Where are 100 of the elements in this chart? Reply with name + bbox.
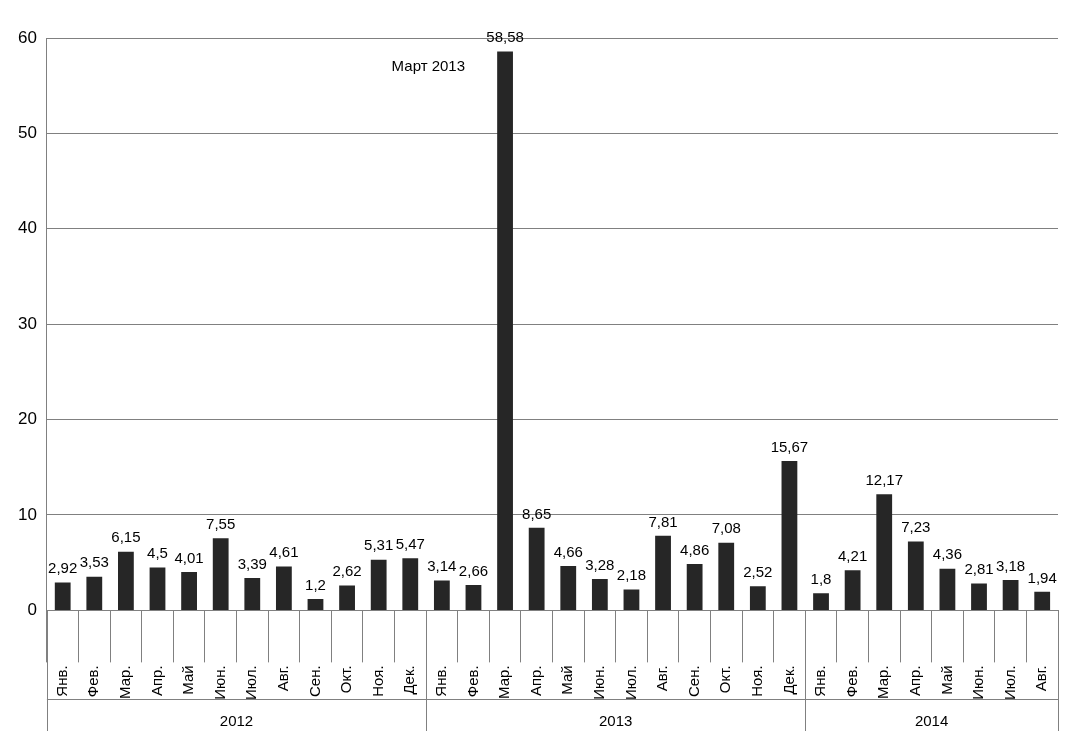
bar	[907, 541, 924, 610]
bar	[718, 542, 735, 610]
x-tick-label: Апр.	[147, 665, 165, 697]
bar	[54, 582, 71, 610]
bar	[307, 598, 324, 610]
bar	[433, 580, 450, 610]
bar	[749, 586, 766, 610]
data-label: 3,39	[237, 554, 267, 572]
x-tick-label: Фев.	[463, 665, 481, 698]
data-label: 7,55	[206, 514, 236, 532]
x-tick-label: Авг.	[274, 665, 292, 692]
data-label: 5,31	[364, 536, 394, 554]
bar	[591, 579, 608, 610]
bar	[370, 559, 387, 610]
x-tick-label: Май	[937, 665, 955, 695]
data-label: 4,01	[174, 548, 204, 566]
bar	[971, 583, 987, 610]
bar	[402, 558, 419, 610]
bar	[560, 565, 577, 610]
bar	[181, 572, 197, 610]
x-tick-label: Сен.	[684, 665, 702, 698]
x-tick-label: Фев.	[842, 665, 860, 698]
data-label: 7,08	[711, 519, 741, 537]
bar	[497, 51, 513, 610]
data-label: 4,66	[553, 542, 583, 560]
bar	[275, 566, 292, 610]
bar	[623, 589, 640, 610]
data-label: 2,62	[332, 562, 362, 580]
x-tick-label: Ноя.	[747, 665, 765, 697]
data-label: 8,65	[522, 504, 552, 522]
bar	[1002, 580, 1019, 610]
data-label: 3,14	[427, 557, 457, 575]
data-label: 7,81	[648, 512, 678, 530]
annotation: Март 2013	[391, 56, 466, 74]
data-label: 1,2	[305, 575, 326, 593]
data-label: 2,52	[743, 562, 773, 580]
x-tick-label: Ноя.	[368, 665, 386, 697]
data-label: 4,36	[932, 545, 963, 563]
data-label: 4,86	[680, 540, 710, 558]
data-label: 4,5	[147, 544, 168, 562]
data-label: 2,92	[48, 559, 78, 577]
data-label: 15,67	[770, 437, 809, 455]
x-tick-label: Мар.	[874, 665, 892, 699]
x-tick-label: Янв.	[432, 665, 450, 697]
data-label: 2,18	[616, 566, 647, 584]
data-label: 2,66	[458, 561, 489, 579]
x-tick-label: Июн.	[589, 665, 607, 700]
bar	[465, 585, 482, 610]
bar	[244, 578, 261, 610]
x-tick-label: Дек.	[400, 665, 418, 695]
bar	[86, 576, 103, 610]
text: 2014	[914, 711, 949, 729]
data-label: 3,53	[79, 553, 109, 571]
data-label: 7,23	[901, 518, 931, 536]
x-tick-label: Янв.	[811, 665, 829, 697]
x-tick-label: Авг.	[653, 665, 671, 692]
data-label: 4,21	[838, 546, 868, 564]
x-tick-label: Сен.	[305, 665, 323, 698]
x-tick-label: Фев.	[84, 665, 102, 698]
bar	[939, 568, 956, 610]
data-label: 4,61	[269, 543, 299, 561]
bar	[781, 460, 798, 610]
data-label: 1,8	[810, 569, 832, 587]
data-label: 58,58	[486, 28, 524, 46]
x-tick-label: Окт.	[337, 665, 355, 694]
x-tick-label: Июл.	[1000, 665, 1018, 700]
y-tick-label: 10	[17, 504, 37, 524]
bar	[876, 494, 893, 610]
data-label: 6,15	[111, 528, 141, 546]
x-tick-label: Мар.	[495, 665, 513, 699]
text: 2012	[219, 711, 254, 729]
bar	[813, 593, 829, 610]
x-tick-label: Дек.	[779, 665, 797, 695]
data-label: 5,47	[395, 534, 425, 552]
bar	[212, 538, 229, 610]
x-tick-label: Май	[558, 665, 576, 695]
y-tick-label: 60	[17, 27, 37, 47]
data-label: 3,28	[585, 555, 615, 573]
x-tick-label: Авг.	[1032, 665, 1050, 692]
bar	[528, 527, 545, 610]
x-tick-label: Янв.	[52, 665, 70, 697]
bar	[686, 564, 703, 610]
x-tick-label: Мар.	[116, 665, 134, 699]
x-tick-label: Апр.	[905, 665, 923, 697]
x-tick-label: Окт.	[716, 665, 734, 694]
text: 2013	[598, 711, 633, 729]
bar	[655, 535, 671, 610]
bar	[149, 567, 166, 610]
data-label: 1,94	[1027, 568, 1057, 586]
data-label: 12,17	[865, 470, 903, 488]
bar	[118, 551, 134, 610]
x-tick-label: Апр.	[526, 665, 544, 697]
x-tick-label: Июн.	[210, 665, 228, 700]
bar	[1034, 591, 1051, 610]
x-tick-label: Июн.	[969, 665, 987, 700]
data-label: 3,18	[996, 556, 1026, 574]
y-tick-label: 0	[27, 600, 37, 620]
bar	[339, 585, 355, 610]
x-tick-label: Июл.	[242, 665, 260, 700]
y-tick-label: 40	[17, 218, 37, 238]
